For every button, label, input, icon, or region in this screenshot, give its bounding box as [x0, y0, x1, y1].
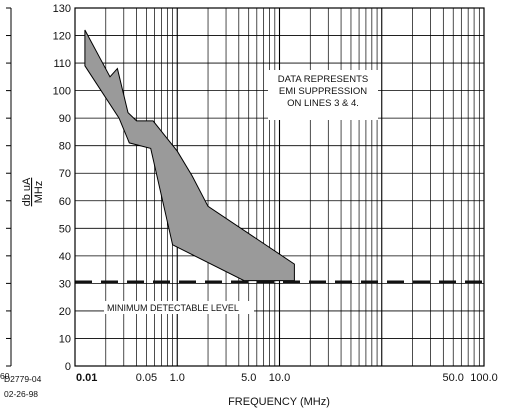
- y-tick-label: 50: [59, 223, 71, 235]
- left-edge-ticks: [6, 7, 11, 367]
- plot-frame: [74, 7, 485, 367]
- y-tick-label: 0: [65, 361, 71, 373]
- x-tick-label: 1.0: [170, 372, 185, 384]
- y-tick-label: 30: [59, 278, 71, 290]
- y-tick-label: 130: [53, 3, 71, 15]
- x-tick-label: 0.05: [136, 372, 157, 384]
- threshold-label-text: MINIMUM DETECTABLE LEVEL: [107, 303, 239, 313]
- annotation: DATA REPRESENTS EMI SUPPRESSION ON LINES 3…: [268, 70, 378, 120]
- threshold-label-background: [104, 301, 254, 314]
- y-tick-label: 100: [53, 86, 71, 98]
- y-tick-label: 120: [53, 31, 71, 43]
- doc-code-2: 02-26-98: [4, 389, 38, 399]
- x-tick-label: 0.01: [76, 372, 97, 384]
- y-axis-label-top: db uA: [21, 177, 33, 206]
- y-tick-label: 110: [53, 58, 71, 70]
- y-tick-label: 70: [59, 168, 71, 180]
- y-tick-label: 20: [59, 306, 71, 318]
- x-tick-label: 10.0: [269, 372, 290, 384]
- y-tick-label: 60: [59, 196, 71, 208]
- annotation-background: [268, 70, 378, 120]
- edge-label: 60: [0, 371, 10, 381]
- x-tick-label: 100.0: [470, 372, 498, 384]
- annotation-line: EMI SUPPRESSION: [279, 86, 367, 97]
- y-tick-labels: 0 10 20 30 40 50 60 70 80 90 100 110 120 130: [53, 3, 71, 373]
- annotation-line: ON LINES 3 & 4.: [287, 98, 359, 109]
- annotation-line: DATA REPRESENTS: [278, 74, 368, 85]
- emi-band-area: [84, 29, 295, 282]
- threshold-label: MINIMUM DETECTABLE LEVEL: [104, 301, 254, 314]
- y-axis-label: db uA MHz: [21, 177, 45, 206]
- emi-band: [84, 29, 295, 282]
- y-tick-label: 90: [59, 113, 71, 125]
- x-tick-label: 50.0: [443, 372, 464, 384]
- x-axis-label: FREQUENCY (MHz): [228, 396, 330, 408]
- x-tick-labels: 0.01 0.05 1.0 5.0 10.0 50.0 100.0: [76, 372, 498, 384]
- doc-code-1: D2779-04: [4, 374, 42, 384]
- y-axis-label-bottom: MHz: [33, 181, 45, 204]
- annotation-text: DATA REPRESENTS EMI SUPPRESSION ON LINES 3…: [278, 74, 368, 109]
- y-tick-label: 10: [59, 333, 71, 345]
- y-tick-label: 80: [59, 141, 71, 153]
- y-tick-label: 40: [59, 251, 71, 263]
- x-tick-label: 5.0: [241, 372, 256, 384]
